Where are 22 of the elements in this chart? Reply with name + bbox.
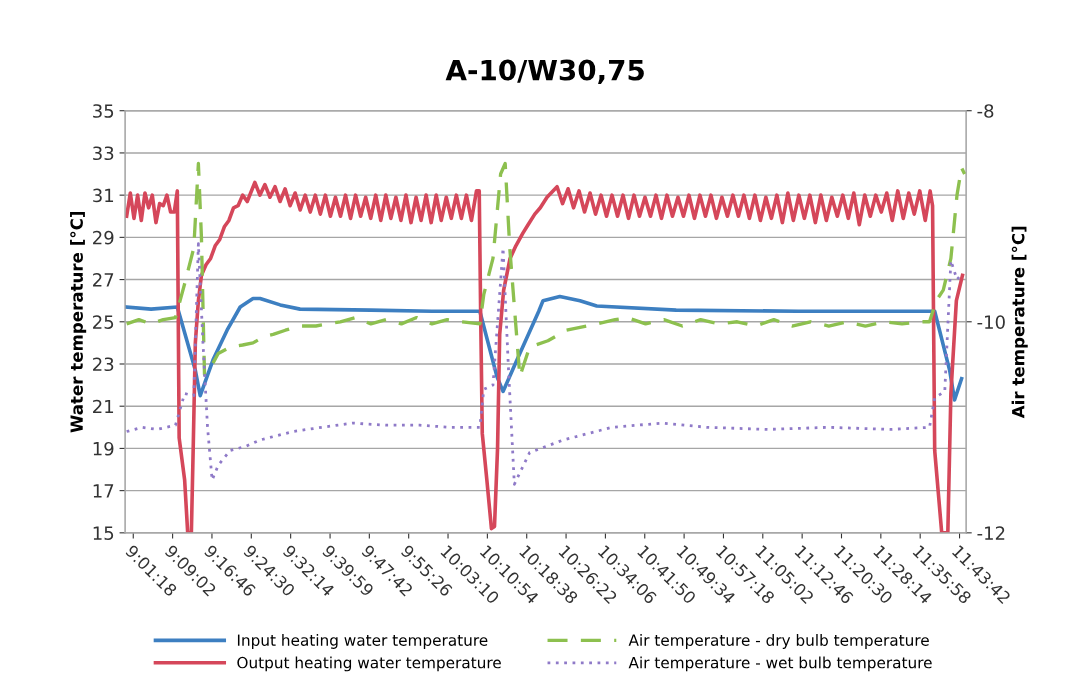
y-tick-label: 31 — [93, 188, 114, 203]
y-tick-label: 33 — [93, 146, 114, 161]
y-tick-label: 27 — [93, 273, 114, 287]
y-tick-label: 35 — [93, 104, 114, 118]
y2-axis-title: Air temperature [°C] — [1011, 226, 1028, 419]
y-tick-label: 25 — [93, 315, 114, 329]
y2-tick-label: -12 — [977, 526, 1005, 540]
line-series — [125, 294, 964, 402]
y-tick-label: 15 — [93, 526, 114, 540]
legend-label: Input heating water temperature — [237, 634, 488, 649]
legend-label: Air temperature - wet bulb temperature — [628, 656, 932, 672]
y-tick-label: 19 — [93, 441, 114, 456]
y-axis-title: Water temperature [°C] — [70, 211, 87, 433]
y-tick-label: 21 — [93, 399, 114, 414]
y-tick-label: 23 — [93, 357, 114, 372]
legend-label: Output heating water temperature — [237, 656, 501, 672]
y2-tick-label: -10 — [977, 315, 1005, 329]
y-tick-label: 17 — [93, 484, 114, 498]
y-tick-label: 29 — [93, 230, 114, 245]
chart-title: A-10/W30,75 — [445, 59, 644, 85]
legend-label: Air temperature - dry bulb temperature — [628, 634, 929, 649]
y2-tick-label: -8 — [977, 104, 994, 118]
